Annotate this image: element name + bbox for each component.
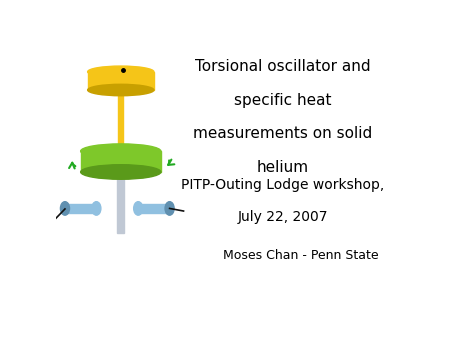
Ellipse shape [92,202,101,215]
Text: specific heat: specific heat [234,93,332,107]
Text: helium: helium [257,160,309,175]
Bar [117,172,124,233]
Ellipse shape [88,84,154,96]
Text: PITP-Outing Lodge workshop,: PITP-Outing Lodge workshop, [181,178,385,193]
Ellipse shape [81,144,161,159]
Bar [81,151,161,172]
Bar [138,204,170,213]
Text: Moses Chan - Penn State: Moses Chan - Penn State [223,249,378,262]
Text: measurements on solid: measurements on solid [194,126,373,141]
Bar [88,72,154,90]
Ellipse shape [81,165,161,179]
Ellipse shape [88,66,154,77]
Bar [118,90,123,151]
Ellipse shape [165,202,174,215]
Ellipse shape [134,202,143,215]
Text: Torsional oscillator and: Torsional oscillator and [195,59,371,74]
Text: July 22, 2007: July 22, 2007 [238,210,328,224]
Bar [65,204,96,213]
Ellipse shape [60,202,69,215]
